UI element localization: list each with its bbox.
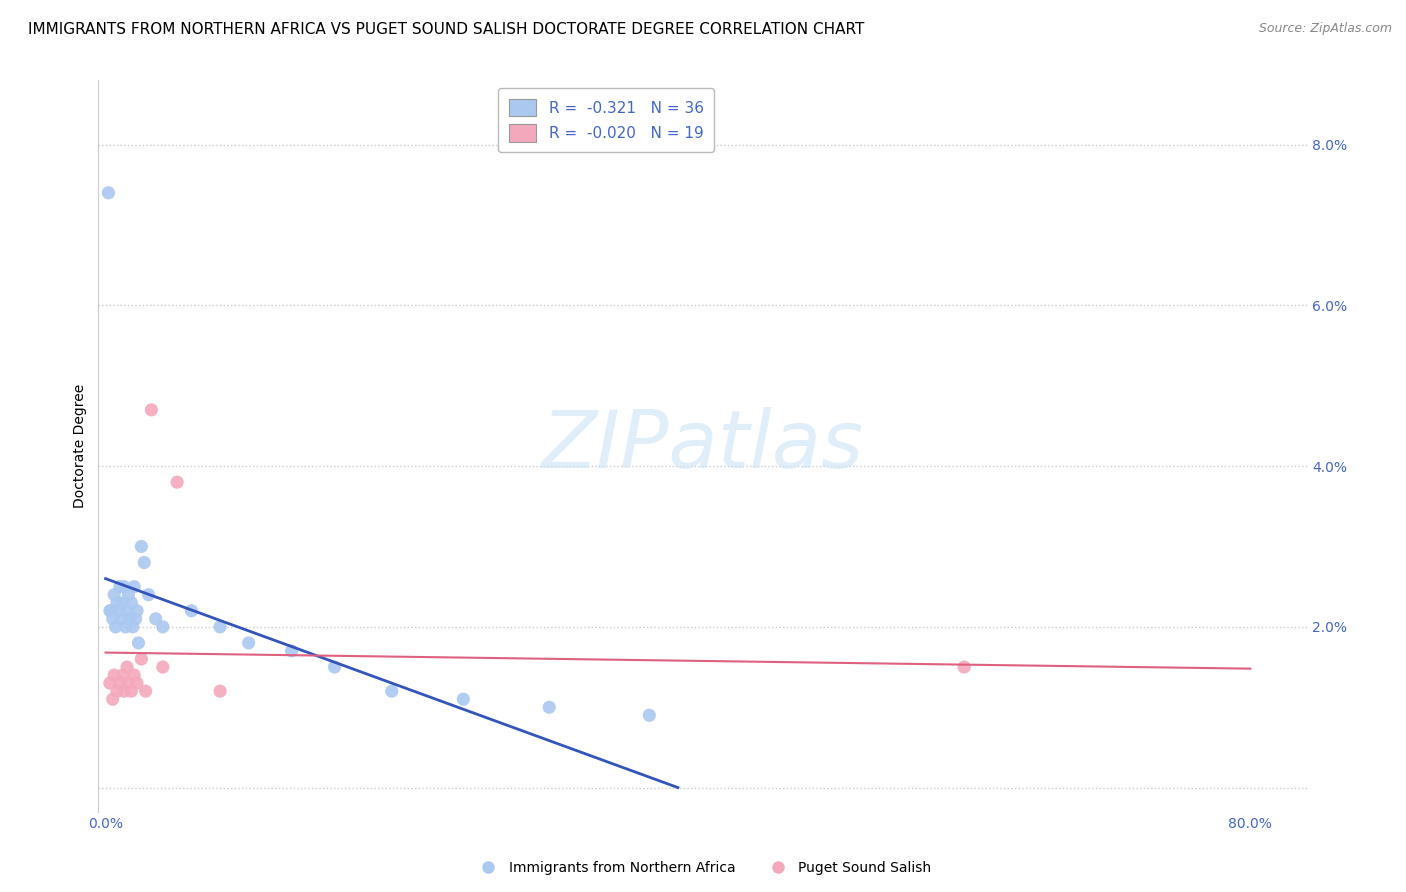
Point: [953, 660, 976, 674]
Point: [118, 612, 141, 626]
Point: [538, 700, 561, 714]
Point: [108, 676, 131, 690]
Point: [127, 636, 149, 650]
Point: [101, 612, 124, 626]
Point: [152, 620, 174, 634]
Point: [111, 668, 134, 682]
Point: [120, 596, 142, 610]
Point: [323, 660, 346, 674]
Point: [112, 580, 135, 594]
Point: [152, 660, 174, 674]
Legend: Immigrants from Northern Africa, Puget Sound Salish: Immigrants from Northern Africa, Puget S…: [470, 855, 936, 880]
Legend: R =  -0.321   N = 36, R =  -0.020   N = 19: R = -0.321 N = 36, R = -0.020 N = 19: [498, 88, 714, 153]
Point: [105, 596, 128, 610]
Point: [103, 668, 125, 682]
Point: [122, 580, 145, 594]
Point: [115, 604, 138, 618]
Point: [101, 692, 124, 706]
Point: [180, 604, 202, 618]
Point: [104, 620, 127, 634]
Point: [209, 684, 232, 698]
Point: [381, 684, 404, 698]
Point: [105, 684, 128, 698]
Point: [135, 684, 157, 698]
Point: [97, 186, 120, 200]
Point: [209, 620, 232, 634]
Text: IMMIGRANTS FROM NORTHERN AFRICA VS PUGET SOUND SALISH DOCTORATE DEGREE CORRELATI: IMMIGRANTS FROM NORTHERN AFRICA VS PUGET…: [28, 22, 865, 37]
Point: [112, 684, 135, 698]
Point: [100, 604, 122, 618]
Text: ZIPatlas: ZIPatlas: [541, 407, 865, 485]
Point: [117, 676, 139, 690]
Point: [98, 676, 121, 690]
Y-axis label: Doctorate Degree: Doctorate Degree: [73, 384, 87, 508]
Point: [108, 580, 131, 594]
Point: [125, 676, 148, 690]
Point: [98, 604, 121, 618]
Point: [131, 540, 153, 554]
Point: [117, 588, 139, 602]
Point: [134, 556, 156, 570]
Point: [141, 402, 163, 417]
Point: [131, 652, 153, 666]
Point: [280, 644, 302, 658]
Point: [166, 475, 188, 490]
Text: Source: ZipAtlas.com: Source: ZipAtlas.com: [1258, 22, 1392, 36]
Point: [138, 588, 160, 602]
Point: [115, 660, 138, 674]
Point: [638, 708, 661, 723]
Point: [103, 588, 125, 602]
Point: [121, 620, 143, 634]
Point: [122, 668, 145, 682]
Point: [238, 636, 260, 650]
Point: [145, 612, 167, 626]
Point: [110, 612, 132, 626]
Point: [124, 612, 146, 626]
Point: [114, 620, 136, 634]
Point: [453, 692, 475, 706]
Point: [120, 684, 142, 698]
Point: [125, 604, 148, 618]
Point: [107, 604, 129, 618]
Point: [111, 596, 134, 610]
